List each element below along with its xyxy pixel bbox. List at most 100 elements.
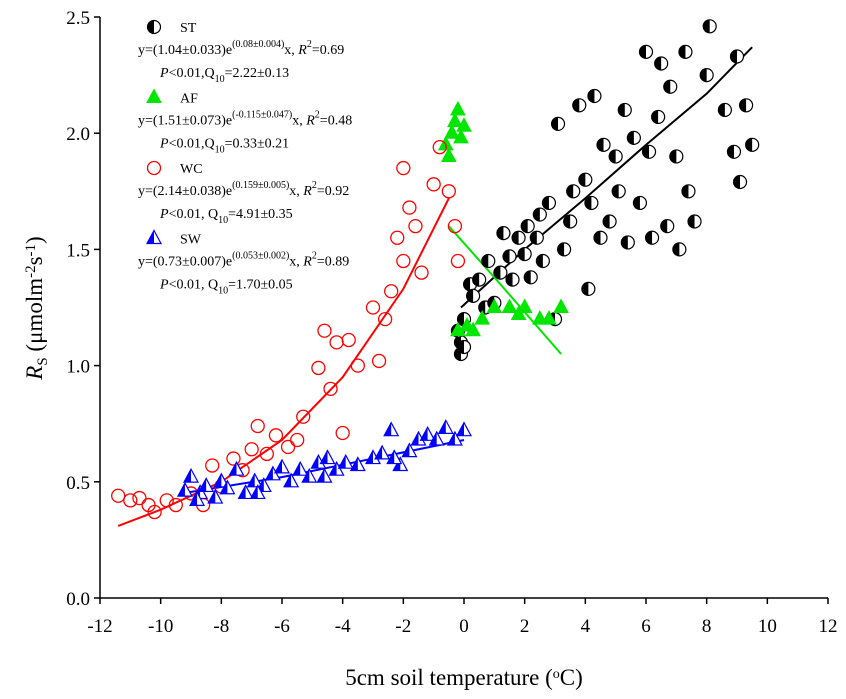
marker-body (365, 300, 381, 315)
data-point (311, 360, 326, 376)
marker-fill (338, 455, 346, 469)
marker-fill (745, 138, 753, 152)
data-point (556, 242, 572, 257)
legend-label: ST (180, 21, 197, 36)
marker-fill (429, 431, 437, 445)
data-point (283, 472, 300, 488)
marker-fill (536, 254, 543, 268)
marker-body (384, 284, 399, 299)
data-point (401, 442, 418, 458)
text-part: -1 (23, 244, 39, 257)
marker-fill (184, 469, 191, 483)
marker-fill (265, 466, 273, 480)
marker-fill (663, 80, 671, 94)
text-part: P (159, 137, 169, 152)
x-tick-label: -6 (274, 616, 290, 637)
marker-body (414, 265, 429, 280)
marker-fill (633, 196, 640, 210)
data-point (553, 298, 569, 313)
data-point (563, 214, 578, 229)
marker-fill (457, 340, 464, 354)
text-part: R (302, 255, 312, 270)
data-point (414, 265, 429, 280)
data-point (681, 184, 696, 199)
x-tick-label: 8 (702, 616, 712, 637)
marker-body (280, 439, 296, 455)
marker-fill (621, 235, 628, 249)
data-point (198, 477, 215, 493)
marker-fill (250, 485, 258, 499)
data-point (264, 465, 281, 481)
marker-body (553, 298, 569, 313)
data-point (717, 102, 732, 118)
text-part: (0.053±0.002) (232, 251, 289, 262)
marker-fill (524, 270, 531, 284)
data-point (182, 467, 200, 483)
data-point (550, 116, 566, 132)
text-part: (0.08±0.004) (232, 39, 284, 50)
data-point (523, 270, 538, 285)
marker-body (396, 160, 411, 176)
data-point (244, 442, 259, 457)
data-point (335, 425, 350, 441)
data-point (189, 491, 206, 506)
data-point (732, 174, 748, 190)
marker-body (244, 442, 259, 457)
x-tick-label: 6 (641, 616, 651, 637)
text-part: (μmolm (22, 278, 47, 358)
x-tick-label: -10 (148, 616, 173, 637)
marker-fill (518, 247, 525, 261)
data-point (450, 100, 466, 116)
text-part: <0.01, Q (169, 207, 219, 222)
data-point (541, 195, 557, 211)
text-part: o (553, 667, 560, 682)
text-part: R (302, 184, 312, 199)
marker-fill (199, 478, 207, 492)
data-point (228, 460, 245, 476)
data-point (702, 19, 717, 34)
data-point (168, 497, 183, 513)
marker-fill (681, 184, 689, 198)
marker-body (441, 184, 456, 199)
text-part: (-0.115±0.047) (232, 110, 292, 121)
marker-fill (609, 149, 616, 163)
data-point (246, 472, 263, 488)
data-point (578, 172, 593, 187)
marker-fill (481, 254, 489, 268)
data-point (699, 67, 714, 83)
marker-fill (350, 457, 358, 471)
data-point (337, 453, 354, 469)
legend-stats: P<0.01, Q10=1.70±0.05 (159, 278, 293, 297)
text-part: y=(1.51±0.073)e (138, 114, 232, 129)
marker-body (341, 332, 356, 348)
text-part: P (159, 278, 169, 293)
text-part: x, (284, 43, 298, 58)
x-tick-label: 12 (819, 616, 838, 637)
legend-label: SW (180, 233, 202, 248)
marker-fill (493, 266, 501, 280)
marker-body (350, 358, 365, 373)
legend-equation: y=(2.14±0.038)e(0.159±0.005)x, R2=0.92 (138, 180, 349, 199)
data-point (450, 253, 466, 269)
marker-fill (660, 219, 668, 233)
data-point (593, 230, 608, 245)
marker-fill (669, 149, 677, 163)
marker-body (146, 88, 162, 103)
marker-body (408, 219, 423, 234)
data-point (123, 493, 138, 508)
marker-body (516, 298, 533, 313)
text-part: P (159, 66, 169, 81)
text-part: 2 (307, 39, 312, 50)
y-tick-label: 1.0 (66, 357, 90, 378)
marker-fill (496, 226, 504, 240)
marker-fill (521, 219, 528, 233)
data-point (323, 381, 338, 396)
marker-body (123, 493, 138, 508)
data-point (250, 418, 265, 434)
data-point (290, 432, 305, 448)
data-point (255, 477, 272, 493)
marker-fill (447, 431, 455, 445)
data-point (447, 219, 463, 234)
text-part: y=(1.04±0.033)e (138, 43, 232, 58)
marker-fill (654, 56, 662, 70)
